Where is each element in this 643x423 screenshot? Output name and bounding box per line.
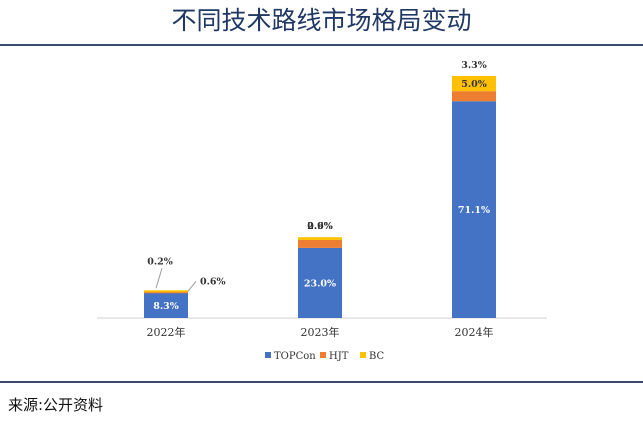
- bar-hjt-3: [452, 91, 496, 102]
- stacked-bar-chart: 2022年 8.3% 0.2% 0.6% 2023年 23.0% 2.6%0.9% 2024年…: [97, 60, 547, 362]
- leader-line: [187, 280, 197, 292]
- bar-hjt-2: [298, 239, 342, 248]
- bar-bc-3: [452, 75, 496, 92]
- bar-topcon-3: [452, 101, 496, 318]
- bar-hjt-1: [144, 292, 188, 294]
- data-label: 3.3%: [461, 60, 487, 71]
- data-label: 8.3%: [153, 301, 179, 312]
- legend-label-hjt: HJT: [329, 351, 349, 362]
- page-title: 不同技术路线市场格局变动: [171, 6, 472, 35]
- legend-swatch-topcon: [265, 352, 271, 358]
- bar-bc-2: [298, 237, 342, 240]
- data-label: 71.1%: [458, 205, 490, 216]
- legend-swatch-bc: [360, 352, 366, 358]
- footer-divider: [0, 381, 643, 383]
- x-tick-label: 2022年: [147, 325, 186, 339]
- data-label: 0.2%: [147, 256, 173, 267]
- data-label: 0.6%: [200, 276, 226, 287]
- data-label: 2.6%: [307, 221, 333, 232]
- legend-label-topcon: TOPCon: [274, 351, 316, 362]
- legend-swatch-hjt: [320, 352, 326, 358]
- title-divider: [0, 44, 643, 46]
- chart-area: 2022年 8.3% 0.2% 0.6% 2023年 23.0% 2.6% 0.9% 2024年…: [2, 48, 641, 379]
- x-tick-label: 2024年: [455, 325, 494, 339]
- source-note: 来源:公开资料: [8, 396, 104, 414]
- x-tick-label: 2023年: [301, 325, 340, 339]
- bar-topcon-2: [298, 247, 342, 318]
- bar-bc-1: [144, 290, 188, 293]
- data-label: 5.0%: [461, 79, 487, 90]
- leader-line: [155, 268, 163, 289]
- data-label: 23.0%: [304, 278, 336, 289]
- bar-topcon-1: [144, 292, 188, 318]
- data-label: 0.9%: [307, 221, 333, 232]
- legend-label-bc: BC: [369, 351, 385, 362]
